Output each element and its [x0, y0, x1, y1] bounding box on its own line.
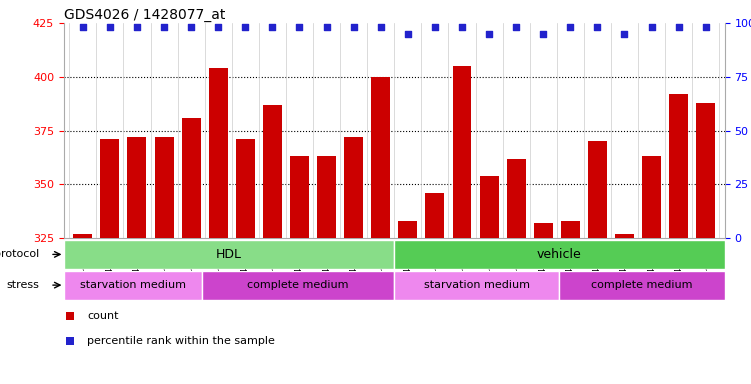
Bar: [290, 156, 309, 238]
Bar: [588, 141, 607, 238]
Bar: [64, 271, 201, 300]
Point: [510, 24, 522, 30]
Text: protocol: protocol: [0, 249, 39, 260]
Bar: [182, 118, 201, 238]
Bar: [101, 139, 119, 238]
Point: [240, 24, 252, 30]
Bar: [394, 240, 725, 269]
Point: [456, 24, 468, 30]
Bar: [317, 156, 336, 238]
Text: starvation medium: starvation medium: [80, 280, 185, 290]
Bar: [371, 77, 391, 238]
Point: [591, 24, 603, 30]
Bar: [453, 66, 472, 238]
Bar: [398, 221, 418, 238]
Bar: [615, 234, 634, 238]
Bar: [128, 137, 146, 238]
Text: GDS4026 / 1428077_at: GDS4026 / 1428077_at: [64, 8, 225, 22]
Text: percentile rank within the sample: percentile rank within the sample: [87, 336, 275, 346]
Point: [537, 31, 549, 37]
Text: HDL: HDL: [216, 248, 242, 261]
Point: [131, 24, 143, 30]
Text: complete medium: complete medium: [247, 280, 348, 290]
Text: count: count: [87, 311, 119, 321]
Point: [673, 24, 685, 30]
Point: [429, 24, 441, 30]
Point: [348, 24, 360, 30]
Bar: [480, 176, 499, 238]
Point: [619, 31, 631, 37]
Point: [564, 24, 576, 30]
Bar: [209, 68, 228, 238]
Point: [483, 31, 495, 37]
Point: [158, 24, 170, 30]
Bar: [201, 271, 394, 300]
Point: [185, 24, 198, 30]
Text: vehicle: vehicle: [537, 248, 582, 261]
Point: [213, 24, 225, 30]
Bar: [236, 139, 255, 238]
Bar: [507, 159, 526, 238]
Point: [321, 24, 333, 30]
Bar: [425, 193, 445, 238]
Bar: [696, 103, 715, 238]
Bar: [155, 137, 173, 238]
Bar: [64, 240, 394, 269]
Point: [77, 24, 89, 30]
Point: [375, 24, 387, 30]
Point: [402, 31, 414, 37]
Text: complete medium: complete medium: [591, 280, 693, 290]
Bar: [534, 223, 553, 238]
Bar: [642, 156, 661, 238]
Point: [700, 24, 712, 30]
Point: [294, 24, 306, 30]
Bar: [74, 234, 92, 238]
Bar: [561, 221, 580, 238]
Bar: [559, 271, 725, 300]
Text: starvation medium: starvation medium: [424, 280, 530, 290]
Point: [646, 24, 658, 30]
Bar: [344, 137, 363, 238]
Text: stress: stress: [6, 280, 39, 290]
Bar: [669, 94, 688, 238]
Bar: [263, 105, 282, 238]
Bar: [394, 271, 559, 300]
Point: [104, 24, 116, 30]
Point: [267, 24, 279, 30]
